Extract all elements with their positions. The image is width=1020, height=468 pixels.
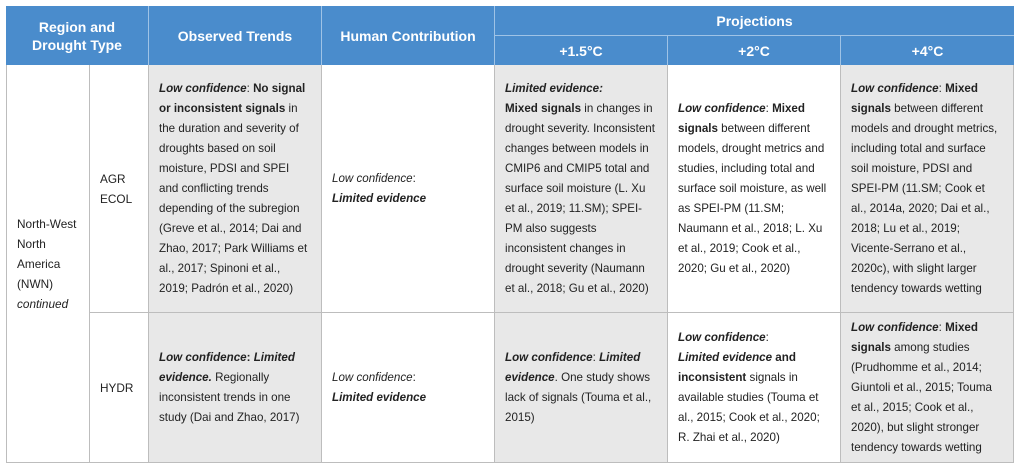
- drought-type-hydr: HYDR: [90, 313, 149, 463]
- confidence-label: Low confidence: [851, 320, 939, 334]
- assessment-bold: No signal or inconsistent signals: [159, 81, 306, 115]
- header-human-label: Human Contribution: [340, 27, 476, 44]
- p2-hydr-cell: Low confidence: Limited evidence and inco…: [668, 313, 841, 463]
- assessment-text: between different models, drought metric…: [678, 121, 827, 275]
- assessment-text: Regionally inconsistent trends in one st…: [159, 370, 300, 424]
- human-hydr-cell: Low confidence: Limited evidence: [322, 313, 495, 463]
- separator: :: [592, 350, 600, 364]
- confidence-label: Low confidence: [332, 370, 413, 384]
- assessment-bold: Limited evidence: [332, 191, 427, 205]
- observed-agr-cell: Low confidence: No signal or inconsisten…: [149, 65, 322, 313]
- header-p15-label: +1.5°C: [559, 42, 603, 59]
- assessment-text: in changes in drought severity. Inconsis…: [505, 101, 655, 295]
- region-cell: North-West North America (NWN) continued: [6, 65, 90, 463]
- assessment-bold: Mixed signals: [851, 81, 978, 115]
- assessment-bold: Limited evidence.: [159, 350, 295, 384]
- drought-type-agr-ecol: AGR ECOL: [90, 65, 149, 313]
- separator: :: [938, 320, 946, 334]
- assessment-text: in the duration and severity of droughts…: [159, 101, 308, 295]
- assessment-bold: Mixed signals: [851, 320, 978, 354]
- header-observed-label: Observed Trends: [177, 27, 293, 44]
- confidence-label: Low confidence: [159, 81, 247, 95]
- separator: :: [246, 350, 254, 364]
- separator: :: [246, 81, 254, 95]
- region-line: (NWN): [17, 276, 54, 291]
- confidence-label: Low confidence: [851, 81, 939, 95]
- assessment-bold: Mixed signals: [678, 101, 805, 135]
- p4-agr-cell: Low confidence: Mixed signals between di…: [841, 65, 1014, 313]
- header-p4: +4°C: [841, 36, 1014, 65]
- drought-type-line: AGR: [100, 171, 126, 186]
- confidence-label: Limited evidence:: [505, 81, 603, 95]
- drought-type-line: HYDR: [100, 380, 134, 395]
- drought-table: Region and Drought Type Observed Trends …: [6, 6, 1014, 463]
- header-p2: +2°C: [668, 36, 841, 65]
- header-projections: Projections: [495, 6, 1014, 36]
- header-projections-label: Projections: [716, 12, 793, 29]
- human-agr-cell: Low confidence: Limited evidence: [322, 65, 495, 313]
- header-region: Region and Drought Type: [6, 6, 149, 65]
- assessment-bold: Limited evidence: [678, 350, 773, 364]
- assessment-text: signals in available studies (Touma et a…: [678, 370, 820, 444]
- assessment-bold: Limited evidence: [332, 390, 427, 404]
- observed-hydr-cell: Low confidence: Limited evidence. Region…: [149, 313, 322, 463]
- region-line: North: [17, 236, 46, 251]
- p2-agr-cell: Low confidence: Mixed signals between di…: [668, 65, 841, 313]
- separator: :: [938, 81, 946, 95]
- confidence-label: Low confidence: [159, 350, 247, 364]
- confidence-label: Low confidence: [678, 330, 766, 344]
- assessment-text: . One study shows lack of signals (Touma…: [505, 370, 652, 424]
- assessment-text: between different models and drought met…: [851, 101, 998, 295]
- drought-type-line: ECOL: [100, 191, 133, 206]
- assessment-bold: Mixed signals: [505, 101, 582, 115]
- region-continued: continued: [17, 296, 69, 311]
- confidence-label: Low confidence: [332, 171, 413, 185]
- confidence-label: Low confidence: [505, 350, 593, 364]
- header-observed: Observed Trends: [149, 6, 322, 65]
- p4-hydr-cell: Low confidence: Mixed signals among stud…: [841, 313, 1014, 463]
- p15-hydr-cell: Low confidence: Limited evidence. One st…: [495, 313, 668, 463]
- assessment-text: among studies (Prudhomme et al., 2014; G…: [851, 340, 992, 454]
- header-region-label: Region and Drought Type: [32, 18, 122, 53]
- assessment-bold: Limited evidence: [505, 350, 641, 384]
- header-p15: +1.5°C: [495, 36, 668, 65]
- separator: :: [765, 101, 773, 115]
- assessment-bold: inconsistent: [678, 370, 747, 384]
- header-human: Human Contribution: [322, 6, 495, 65]
- region-line: America: [17, 256, 61, 271]
- header-p4-label: +4°C: [911, 42, 944, 59]
- assessment-and: and: [772, 350, 796, 364]
- region-line: North-West: [17, 216, 77, 231]
- separator: :: [412, 370, 416, 384]
- separator: :: [765, 330, 769, 344]
- p15-agr-cell: Limited evidence: Mixed signals in change…: [495, 65, 668, 313]
- separator: :: [412, 171, 416, 185]
- header-p2-label: +2°C: [738, 42, 770, 59]
- confidence-label: Low confidence: [678, 101, 766, 115]
